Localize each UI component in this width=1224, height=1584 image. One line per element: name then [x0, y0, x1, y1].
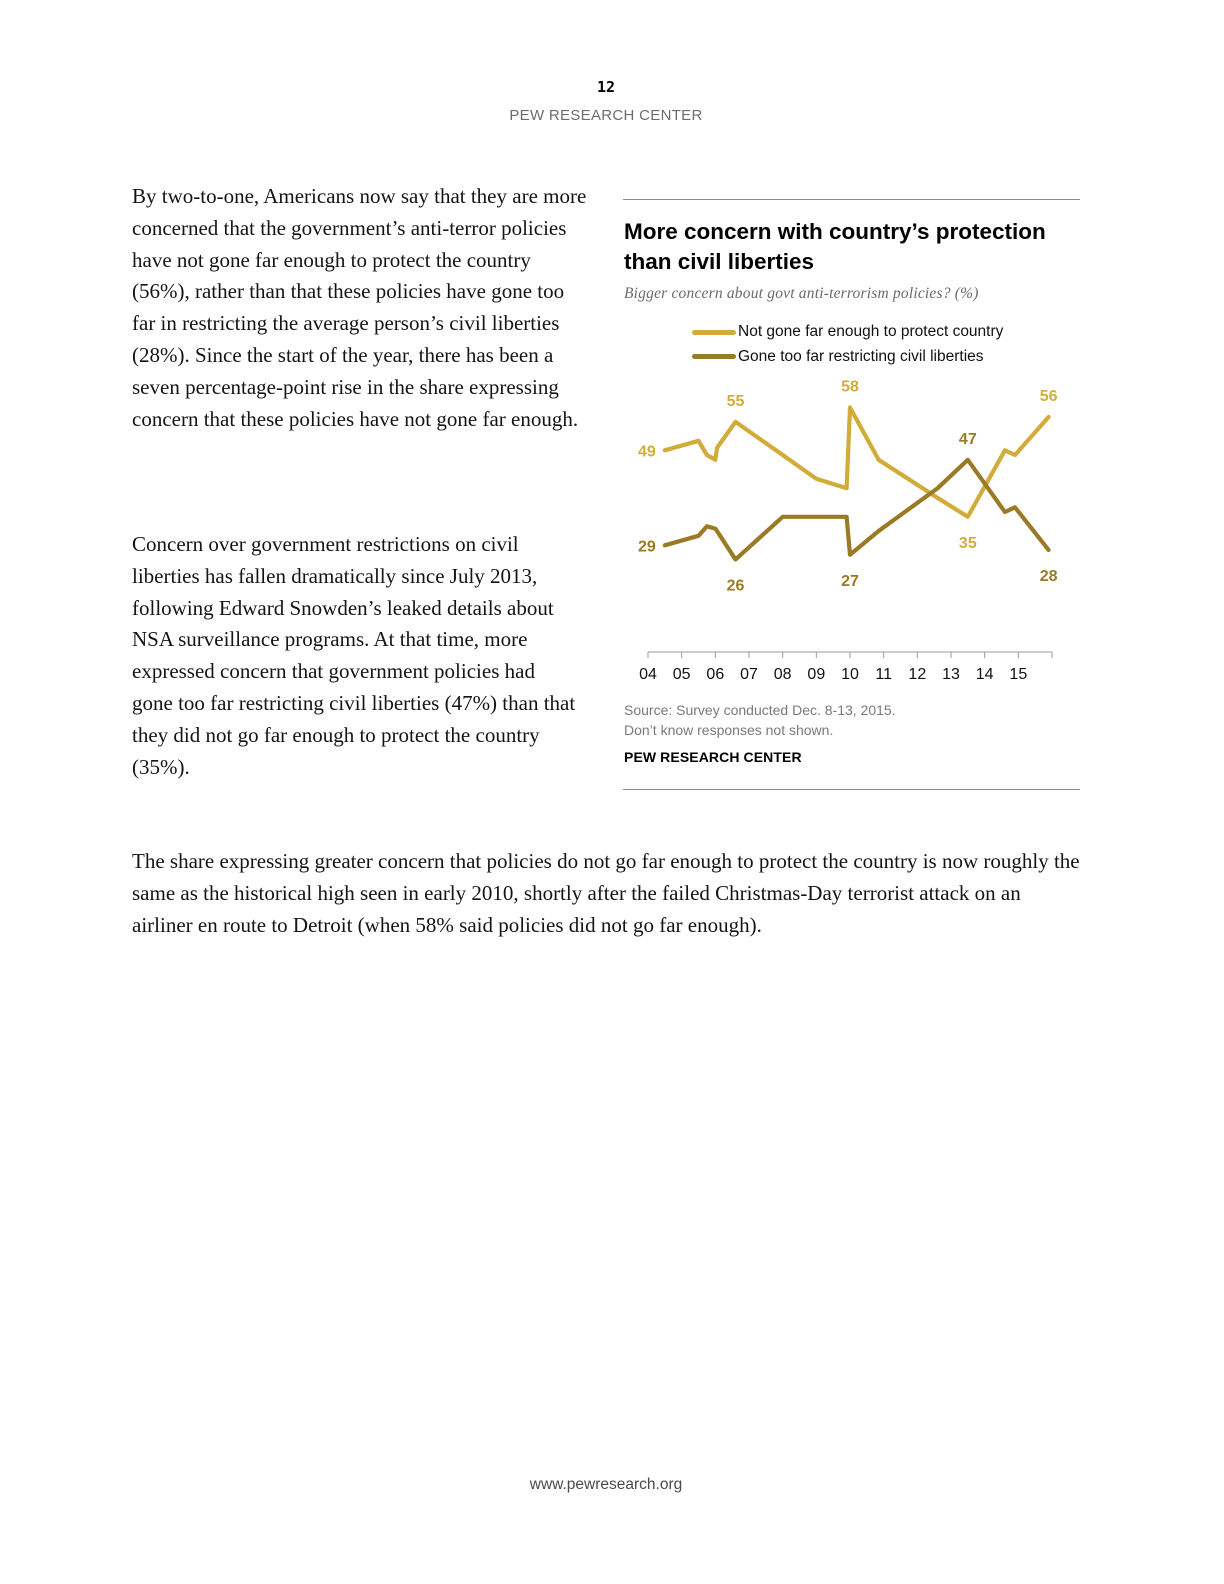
data-label: 29 — [638, 538, 656, 555]
x-tick-label: 12 — [908, 666, 926, 683]
line-chart-plot: 04 05 06 07 08 09 10 11 12 13 14 15 49 55 58 35 56 29 26 27… — [638, 379, 1058, 684]
legend-item-liberties: Gone too far restricting civil liberties — [692, 345, 1003, 370]
x-tick-label: 10 — [841, 666, 859, 683]
x-tick-label: 04 — [639, 666, 657, 683]
chart-figure: More concern with country’s protection t… — [623, 199, 1080, 791]
chart-title: More concern with country’s protection t… — [624, 219, 1046, 274]
body-paragraph-2: Concern over government restrictions on … — [132, 529, 577, 783]
note-text: Don’t know responses not shown. — [624, 722, 834, 738]
legend-label-liberties: Gone too far restricting civil liberties — [738, 347, 984, 365]
x-tick-label: 08 — [774, 666, 792, 683]
chart-source: Source: Survey conducted Dec. 8-13, 2015… — [624, 700, 1080, 740]
legend-label-protect: Not gone far enough to protect country — [738, 323, 1004, 341]
data-label: 28 — [1040, 568, 1058, 585]
paragraph-text: By two-to-one, Americans now say that th… — [132, 184, 587, 431]
page-number: 12 — [596, 78, 616, 96]
chart-subtitle: Bigger concern about govt anti-terrorism… — [624, 285, 979, 302]
chart-top-rule — [623, 199, 1080, 200]
body-paragraph-1: By two-to-one, Americans now say that th… — [132, 181, 592, 435]
x-tick-label: 13 — [942, 666, 960, 683]
footer-url: www.pewresearch.org — [529, 1476, 683, 1493]
data-label: 49 — [638, 443, 656, 460]
header-org: PEW RESEARCH CENTER — [509, 107, 703, 124]
data-label: 35 — [959, 535, 977, 552]
series-line-protect — [662, 405, 1051, 519]
data-label: 55 — [727, 393, 745, 410]
x-tick-label: 15 — [1009, 666, 1027, 683]
chart-bottom-rule — [623, 789, 1080, 790]
x-tick-label: 06 — [706, 666, 724, 683]
data-label: 58 — [841, 379, 859, 396]
data-label: 26 — [727, 578, 745, 595]
source-text: Source: Survey conducted Dec. 8-13, 2015… — [624, 702, 896, 718]
paragraph-text: Concern over government restrictions on … — [132, 532, 576, 779]
data-label: 56 — [1040, 388, 1058, 405]
x-tick-label: 09 — [807, 666, 825, 683]
x-tick-label: 11 — [875, 666, 892, 683]
data-label: 47 — [959, 431, 977, 448]
legend-swatch-protect — [692, 329, 736, 335]
legend-swatch-liberties — [692, 354, 736, 360]
legend-item-protect: Not gone far enough to protect country — [692, 320, 1003, 345]
chart-legend: Not gone far enough to protect country G… — [692, 320, 1003, 369]
data-label: 27 — [841, 573, 859, 590]
x-tick-label: 14 — [976, 666, 994, 683]
x-tick-label: 05 — [673, 666, 691, 683]
chart-org: PEW RESEARCH CENTER — [624, 749, 802, 765]
series-line-liberties — [662, 457, 1051, 562]
x-tick-label: 07 — [740, 666, 758, 683]
body-paragraph-3: The share expressing greater concern tha… — [132, 849, 1080, 937]
